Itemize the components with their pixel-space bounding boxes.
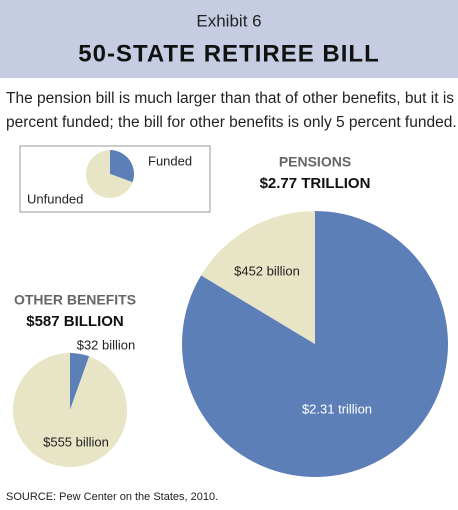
source: SOURCE: Pew Center on the States, 2010. <box>6 491 218 503</box>
title: 50-STATE RETIREE BILL <box>78 40 379 67</box>
pie-title: OTHER BENEFITS <box>14 292 136 308</box>
pie-total: $2.77 TRILLION <box>260 175 371 192</box>
legend-swatch <box>85 150 133 198</box>
pie-total: $587 BILLION <box>26 313 124 330</box>
subtitle-line: percent funded; the bill for other benef… <box>6 114 457 131</box>
pie-slice <box>70 353 90 410</box>
pie-slice <box>13 353 128 467</box>
exhibit-label: Exhibit 6 <box>196 11 261 30</box>
subtitle-line: The pension bill is much larger than tha… <box>6 90 458 107</box>
pie-slice <box>201 211 315 344</box>
legend-swatch <box>110 150 134 183</box>
legend-label: Unfunded <box>27 191 83 206</box>
pie-title: PENSIONS <box>279 154 351 170</box>
value-label: $32 billion <box>77 337 136 352</box>
legend: Funded Unfunded <box>19 145 211 213</box>
value-label: $2.31 trillion <box>302 401 372 416</box>
header-band <box>0 0 458 78</box>
value-label: $555 billion <box>43 434 109 449</box>
legend-label: Funded <box>148 153 192 168</box>
value-label: $452 billion <box>234 263 300 278</box>
